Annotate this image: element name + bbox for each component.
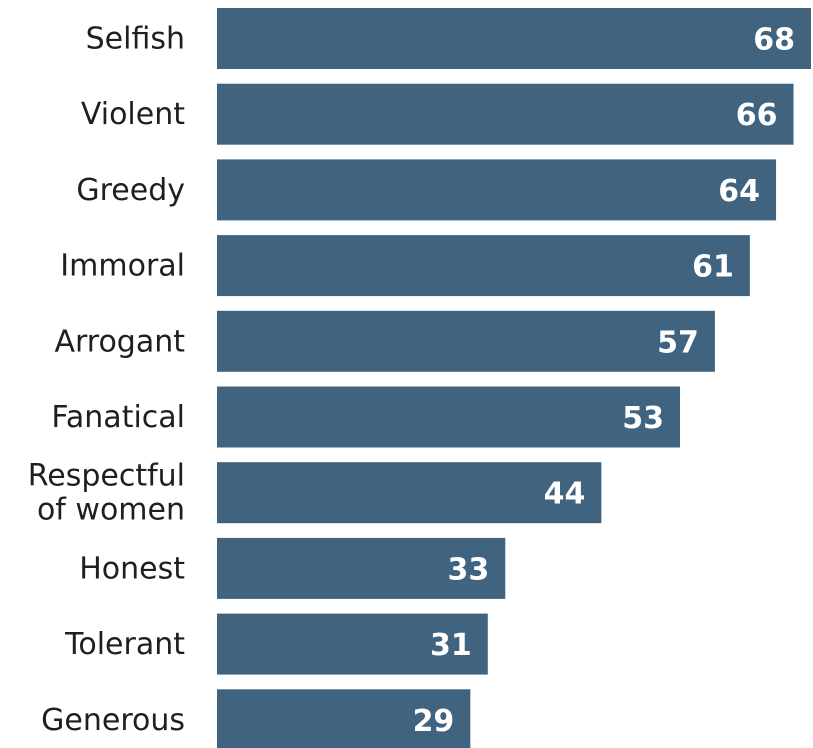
bar [217, 8, 811, 69]
category-label: Fanatical [51, 400, 185, 435]
value-label: 57 [657, 325, 699, 360]
bar [217, 537, 506, 599]
category-label-line: of women [37, 493, 185, 528]
bars-group [217, 8, 811, 748]
bar [217, 386, 680, 448]
category-label: Respectful of women [28, 459, 185, 528]
value-label: 31 [430, 628, 472, 663]
category-label-line: Violent [81, 97, 185, 132]
category-label-line: Generous [41, 703, 185, 738]
category-label: Generous [41, 703, 185, 738]
category-label: Immoral [60, 249, 185, 284]
bar [217, 689, 471, 748]
bar [217, 310, 715, 372]
bar [217, 613, 488, 675]
category-label: Honest [79, 551, 185, 586]
bar [217, 462, 602, 524]
bar [217, 235, 750, 297]
category-label-line: Selfish [86, 22, 185, 57]
category-label: Arrogant [54, 324, 185, 359]
value-label: 66 [736, 98, 778, 133]
value-label: 53 [622, 401, 664, 436]
value-label: 44 [544, 477, 586, 512]
value-label: 29 [413, 704, 455, 739]
category-label-line: Fanatical [51, 400, 185, 435]
category-label-line: Immoral [60, 249, 185, 284]
bar [217, 83, 794, 145]
category-label: Violent [81, 97, 185, 132]
category-label-line: Tolerant [64, 627, 185, 662]
category-label: Selfish [86, 22, 185, 57]
value-label: 61 [692, 250, 734, 285]
value-label: 64 [718, 174, 760, 209]
category-label-line: Respectful [28, 459, 185, 494]
category-label: Greedy [76, 173, 185, 208]
category-labels-group: Selfish Violent Greedy Immoral Arrogant Fanat… [28, 22, 186, 738]
category-label-line: Greedy [76, 173, 185, 208]
value-label: 33 [448, 552, 490, 587]
category-label: Tolerant [64, 627, 185, 662]
value-label: 68 [753, 23, 795, 58]
value-labels-group: 68 66 64 61 57 53 44 33 31 29 [413, 23, 795, 739]
bar [217, 159, 777, 221]
category-label-line: Arrogant [54, 324, 185, 359]
category-label-line: Honest [79, 551, 185, 586]
